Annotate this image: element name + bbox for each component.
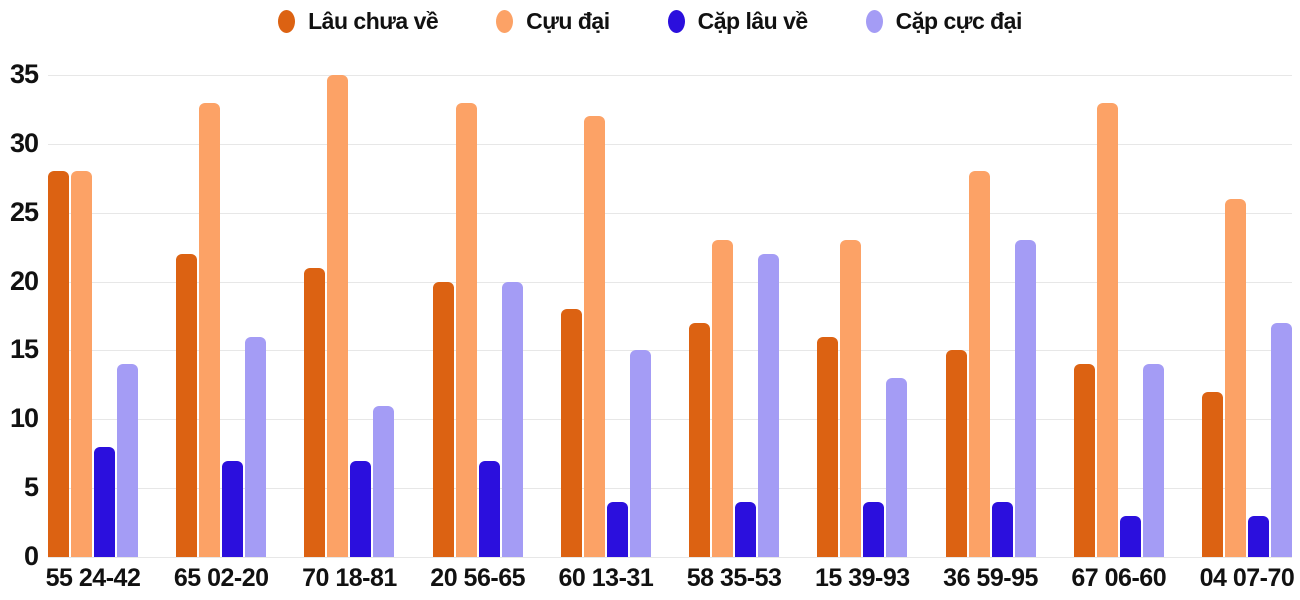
bar[interactable]	[1014, 240, 1036, 557]
x-axis-label: 15 39-93	[814, 564, 910, 592]
y-axis-tick-label: 35	[9, 58, 39, 89]
bar[interactable]	[968, 171, 990, 557]
bar-group: 70 18-81	[302, 75, 397, 592]
y-axis-tick-label: 30	[9, 127, 39, 158]
bar[interactable]	[1096, 102, 1118, 557]
gridline	[48, 281, 1292, 283]
bar[interactable]	[1119, 515, 1141, 557]
x-axis-label: 60 13-31	[558, 564, 654, 592]
bar-groups: 55 24-42 65 02-20 70 18-81 20 56-65 60 13-31…	[46, 75, 1295, 592]
gridline	[48, 557, 1292, 558]
y-axis-tick-label: 0	[23, 540, 39, 571]
bar[interactable]	[817, 336, 839, 557]
y-axis-tick-label: 25	[9, 196, 39, 227]
bar[interactable]	[48, 171, 69, 557]
x-axis-label: 04 07-70	[1199, 564, 1295, 592]
bar[interactable]	[94, 446, 115, 557]
bar[interactable]	[1224, 198, 1246, 557]
legend-item[interactable]: Cặp lâu về	[667, 8, 809, 35]
y-axis-tick-label: 5	[23, 472, 39, 503]
bar[interactable]	[629, 350, 651, 557]
legend-label: Cặp cực đại	[895, 8, 1023, 34]
bar-group: 04 07-70	[1200, 198, 1295, 592]
bar[interactable]	[560, 309, 582, 557]
gridline	[48, 488, 1292, 490]
bar-group: 55 24-42	[46, 171, 141, 592]
bar-group: 15 39-93	[815, 240, 910, 592]
bar-group: 67 06-60	[1071, 102, 1167, 592]
gridline	[48, 143, 1292, 145]
legend-marker-icon	[865, 10, 883, 33]
bar[interactable]	[1270, 322, 1292, 557]
x-axis-label: 65 02-20	[173, 564, 269, 592]
gridline	[48, 212, 1292, 214]
x-axis-label: 20 56-65	[430, 564, 526, 592]
bar[interactable]	[1201, 391, 1223, 557]
bar[interactable]	[71, 171, 92, 557]
bar-group: 60 13-31	[559, 116, 654, 592]
bar[interactable]	[478, 460, 500, 557]
legend-label: Lâu chưa về	[308, 8, 439, 34]
bar[interactable]	[712, 240, 734, 557]
x-axis-label: 67 06-60	[1071, 564, 1167, 592]
bar[interactable]	[455, 102, 477, 557]
bar[interactable]	[373, 405, 395, 557]
bar[interactable]	[1247, 515, 1269, 557]
bar-group: 20 56-65	[430, 102, 526, 592]
bar[interactable]	[945, 350, 967, 557]
legend-marker-icon	[496, 10, 514, 33]
legend-item[interactable]: Cựu đại	[496, 8, 610, 35]
gridline	[48, 419, 1292, 421]
bar[interactable]	[1142, 364, 1164, 557]
bar[interactable]	[689, 322, 711, 557]
y-axis-tick-label: 20	[9, 265, 39, 296]
bar[interactable]	[501, 281, 523, 557]
legend-marker-icon	[667, 10, 685, 33]
bar[interactable]	[583, 116, 605, 557]
bar[interactable]	[117, 364, 138, 557]
bar[interactable]	[176, 254, 198, 557]
bar[interactable]	[199, 102, 221, 557]
gridline	[48, 75, 1292, 76]
y-axis-tick-label: 15	[9, 334, 39, 365]
bar[interactable]	[304, 267, 326, 557]
y-axis-tick-label: 10	[9, 403, 39, 434]
legend-label: Cặp lâu về	[697, 8, 809, 34]
legend: Lâu chưa về Cựu đại Cặp lâu về Cặp cực đại	[0, 8, 1300, 35]
bar[interactable]	[327, 75, 349, 557]
bar[interactable]	[606, 501, 628, 557]
legend-marker-icon	[278, 10, 296, 33]
bar[interactable]	[432, 281, 454, 557]
bar[interactable]	[1073, 364, 1095, 557]
x-axis-label: 58 35-53	[686, 564, 782, 592]
x-axis-label: 70 18-81	[302, 564, 397, 592]
x-axis-label: 55 24-42	[45, 564, 141, 592]
plot-area: 55 24-42 65 02-20 70 18-81 20 56-65 60 13-31…	[46, 75, 1295, 592]
legend-item[interactable]: Lâu chưa về	[278, 8, 439, 35]
y-axis: 0 5 10 15 20 25 30 35	[0, 59, 40, 571]
legend-label: Cựu đại	[526, 8, 610, 34]
bar[interactable]	[991, 501, 1013, 557]
bar[interactable]	[758, 254, 780, 557]
bar[interactable]	[350, 460, 372, 557]
bar[interactable]	[863, 501, 885, 557]
gridline	[48, 350, 1292, 352]
legend-item[interactable]: Cặp cực đại	[865, 8, 1023, 35]
x-axis-label: 36 59-95	[943, 564, 1038, 592]
bar[interactable]	[222, 460, 244, 557]
bar-group: 58 35-53	[687, 240, 782, 592]
bar[interactable]	[735, 501, 757, 557]
bar[interactable]	[840, 240, 862, 557]
bar-group: 65 02-20	[174, 102, 269, 592]
bar[interactable]	[245, 336, 267, 557]
bar-group: 36 59-95	[943, 171, 1038, 592]
bar[interactable]	[886, 377, 908, 557]
